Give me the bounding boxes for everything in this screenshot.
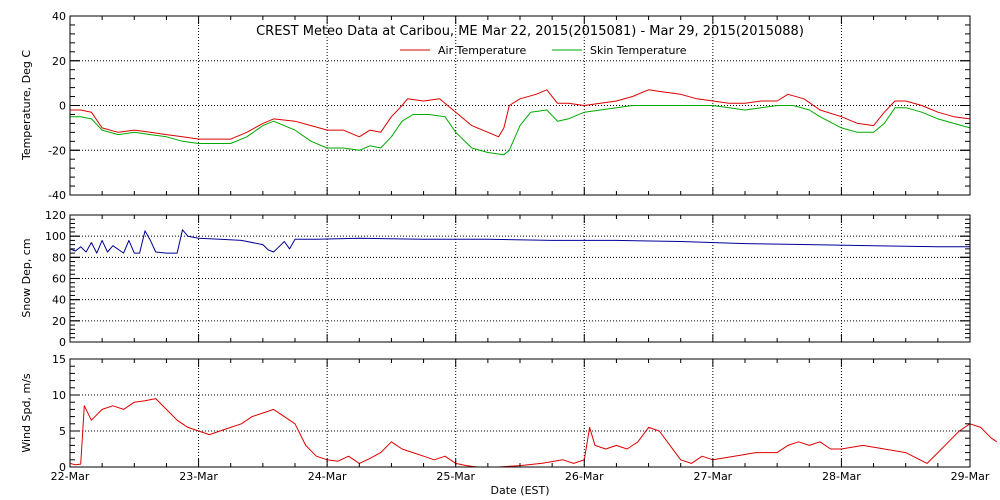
- snow-depth-ytick-label: 60: [52, 273, 66, 286]
- wind-speed-plot-frame: [69, 358, 971, 468]
- snow-depth-ytick-label: 40: [52, 294, 66, 307]
- chart-title: CREST Meteo Data at Caribou, ME Mar 22, …: [256, 24, 804, 39]
- snow-depth-ytick-label: 100: [45, 230, 66, 243]
- x-tick-label: 28-Mar: [822, 470, 861, 483]
- snow-depth-ytick-label: 20: [52, 315, 66, 328]
- wind-speed-ytick-label: 15: [52, 353, 66, 366]
- x-axis-title: Date (EST): [490, 484, 549, 497]
- legend: Air Temperature Skin Temperature: [400, 44, 687, 57]
- temperature-ytick-label: -40: [48, 189, 66, 202]
- temperature-ytick-label: 0: [59, 100, 66, 113]
- wind-speed-ytick-label: 5: [59, 425, 66, 438]
- snow-depth-ytick-label: 80: [52, 251, 66, 264]
- snow-depth-y-axis-title: Snow Dep, cm: [20, 238, 33, 317]
- x-tick-label: 27-Mar: [693, 470, 732, 483]
- temperature-ytick-label: -20: [48, 144, 66, 157]
- x-tick-label: 22-Mar: [51, 470, 90, 483]
- legend-air-label: Air Temperature: [438, 44, 527, 57]
- temperature-ytick-label: 20: [52, 55, 66, 68]
- x-tick-label: 29-Mar: [951, 470, 990, 483]
- temperature-ytick-label: 40: [52, 10, 66, 23]
- panel-snow-depth: 0 20 40 60 80 100 120 Snow Dep, cm: [20, 209, 971, 349]
- air-temperature-line: [70, 89, 971, 140]
- wind-speed-line: [69, 398, 998, 468]
- legend-skin-label: Skin Temperature: [590, 44, 687, 57]
- wind-speed-y-axis-title: Wind Spd, m/s: [20, 373, 33, 453]
- x-tick-label: 26-Mar: [565, 470, 604, 483]
- wind-speed-ytick-label: 0: [59, 461, 66, 474]
- x-tick-label: 24-Mar: [308, 470, 347, 483]
- snow-depth-ytick-label: 120: [45, 209, 66, 222]
- x-tick-label: 25-Mar: [436, 470, 475, 483]
- snow-depth-ytick-label: 0: [59, 336, 66, 349]
- x-tick-label: 23-Mar: [179, 470, 218, 483]
- snow-depth-line: [69, 229, 970, 254]
- x-tick-labels: 22-Mar 23-Mar 24-Mar 25-Mar 26-Mar 27-Mar 28-M…: [51, 470, 990, 483]
- panel-temperature: -40 -20 0 20 40 Temperature, Deg C: [20, 10, 971, 202]
- temperature-y-axis-title: Temperature, Deg C: [20, 50, 33, 161]
- wind-speed-ytick-label: 10: [52, 389, 66, 402]
- panel-wind-speed: 0 5 10 15 Wind Spd, m/s: [20, 353, 998, 474]
- skin-temperature-line: [70, 105, 971, 156]
